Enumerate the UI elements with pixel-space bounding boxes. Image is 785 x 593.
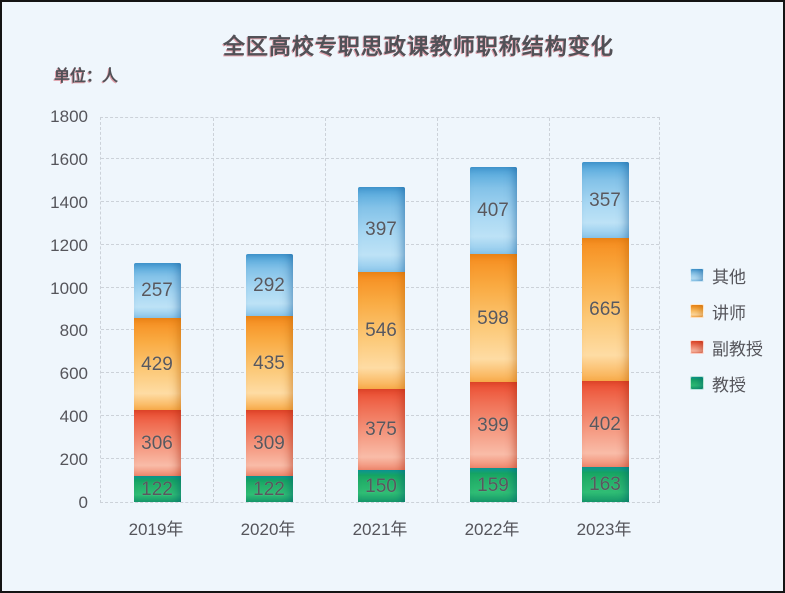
bar-segment: 407 (469, 167, 517, 254)
bar-value-label: 309 (253, 432, 285, 454)
bar-segment: 665 (581, 238, 629, 381)
x-tick-label: 2022年 (464, 520, 520, 539)
x-tick-label: 2023年 (576, 520, 632, 539)
bar-value-label: 665 (589, 299, 621, 320)
chart-title: 全区高校专职思政课教师职称结构变化 (222, 34, 614, 59)
legend-item: 副教授 (690, 336, 763, 359)
bar-value-label: 399 (477, 414, 509, 436)
gridline-v (213, 118, 214, 502)
bar-segment: 375 (357, 389, 405, 470)
bar-segment: 399 (469, 382, 517, 468)
bar-value-label: 306 (141, 432, 173, 454)
y-tick-label: 800 (59, 321, 88, 341)
legend-item: 讲师 (690, 300, 763, 323)
legend-label: 副教授 (712, 339, 763, 359)
bar-segment: 306 (133, 410, 181, 476)
bar-segment: 397 (357, 187, 405, 272)
unit-label: 单位：人 (54, 68, 119, 85)
bar-segment: 257 (133, 263, 181, 318)
bar-segment: 122 (245, 476, 293, 502)
stacked-bar: 150 375 546 397 (357, 116, 405, 502)
legend-label: 教授 (712, 375, 746, 395)
bar-segment: 150 (357, 470, 405, 502)
bar-segment: 402 (581, 381, 629, 467)
bar-value-label: 402 (589, 413, 621, 435)
legend-swatch (690, 340, 704, 354)
bar-value-label: 546 (365, 320, 397, 341)
bar-value-label: 122 (141, 478, 173, 500)
bar-value-label: 357 (589, 189, 621, 211)
legend: 其他 讲师 副教授 教授 (690, 264, 763, 408)
legend-item: 教授 (690, 372, 763, 395)
gridline-h (101, 157, 659, 159)
x-tick-label: 2021年 (352, 520, 408, 539)
legend-label: 其他 (712, 267, 746, 287)
bar-segment: 122 (133, 476, 181, 502)
y-tick-label: 1000 (50, 278, 88, 298)
stacked-bar: 159 399 598 407 (469, 116, 517, 502)
plot-area: 122 306 429 257 122 309 435 292 150 375 546 397 159 3… (100, 117, 660, 503)
x-tick-label: 2019年 (128, 520, 184, 539)
bar-segment: 163 (581, 467, 629, 502)
gridline-v (325, 118, 326, 502)
bar-segment: 429 (133, 318, 181, 410)
bar-segment: 309 (245, 410, 293, 476)
bar-value-label: 397 (365, 219, 397, 240)
stacked-bar: 122 306 429 257 (133, 116, 181, 502)
y-tick-label: 1200 (50, 235, 88, 255)
bar-segment: 357 (581, 162, 629, 238)
bar-value-label: 375 (365, 419, 397, 440)
bar-value-label: 407 (477, 200, 509, 221)
bar-segment: 598 (469, 254, 517, 382)
x-tick-label: 2020年 (240, 520, 296, 539)
y-tick-label: 200 (59, 450, 88, 470)
legend-item: 其他 (690, 264, 763, 287)
legend-swatch (690, 268, 704, 282)
bar-value-label: 150 (365, 475, 397, 497)
bar-value-label: 429 (141, 353, 173, 375)
gridline-v (437, 118, 438, 502)
legend-label: 讲师 (712, 303, 746, 323)
bar-segment: 546 (357, 272, 405, 389)
bar-value-label: 257 (141, 280, 173, 301)
gridline-v (549, 118, 550, 502)
bar-value-label: 159 (477, 474, 509, 496)
y-tick-label: 400 (59, 407, 88, 427)
bar-value-label: 598 (477, 307, 509, 329)
stacked-bar: 163 402 665 357 (581, 116, 629, 502)
bar-value-label: 122 (253, 478, 285, 500)
bar-value-label: 435 (253, 352, 285, 374)
y-tick-label: 1600 (50, 149, 88, 169)
legend-swatch (690, 376, 704, 390)
legend-swatch (690, 304, 704, 318)
bar-value-label: 292 (253, 274, 285, 296)
y-tick-label: 1400 (50, 192, 88, 212)
stacked-bar: 122 309 435 292 (245, 116, 293, 502)
y-tick-label: 600 (59, 364, 88, 384)
bar-value-label: 163 (589, 474, 621, 495)
bar-segment: 159 (469, 468, 517, 502)
y-tick-label: 0 (78, 493, 88, 512)
y-tick-label: 1800 (50, 107, 88, 126)
bar-segment: 292 (245, 254, 293, 316)
bar-segment: 435 (245, 316, 293, 410)
